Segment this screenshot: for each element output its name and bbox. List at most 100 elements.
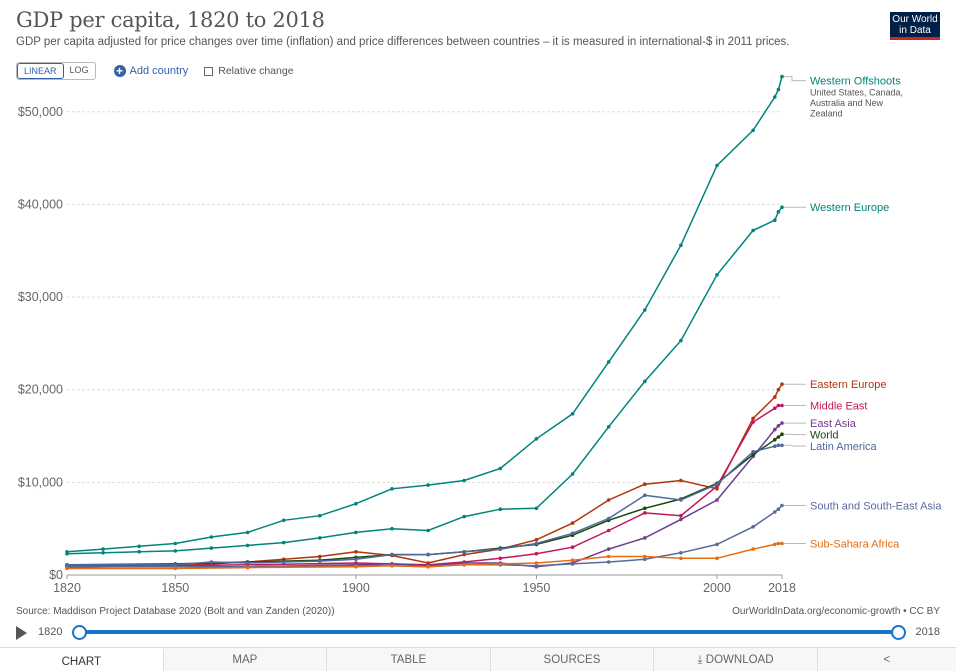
data-point [773,218,777,222]
data-point [777,88,781,92]
legend-label: Sub-Sahara Africa [810,539,900,551]
data-point [780,205,784,209]
timeline-end-handle[interactable] [891,625,906,640]
data-point [426,483,430,487]
data-point [751,417,755,421]
data-point [643,555,647,559]
data-point [780,504,784,508]
data-point [751,129,755,133]
legend-label: East Asia [810,418,857,430]
data-point [426,553,430,557]
data-point [318,514,322,518]
data-point [777,210,781,214]
data-point [462,550,466,554]
data-point [679,339,683,343]
data-point [462,515,466,519]
data-point [571,545,575,549]
data-point [679,551,683,555]
data-point [462,479,466,483]
data-point [773,510,777,514]
series-line [67,384,782,567]
data-point [643,511,647,515]
legend-label: Western Europe [810,202,889,214]
data-point [137,550,141,554]
grid-lines [67,112,782,575]
source-note[interactable]: Source: Maddison Project Database 2020 (… [16,606,335,617]
data-point [571,412,575,416]
data-point [679,479,683,483]
data-point [777,542,781,546]
data-point [426,529,430,533]
timeline-start-handle[interactable] [72,625,87,640]
data-point [643,536,647,540]
data-point [101,547,105,551]
data-point [499,547,503,551]
data-point [210,546,214,550]
data-point [780,542,784,546]
data-point [773,438,777,442]
data-point [607,498,611,502]
data-point [715,543,719,547]
data-point [535,552,539,556]
data-point [210,560,214,564]
data-point [174,542,178,546]
data-point [777,444,781,448]
data-point [751,547,755,551]
tab-download[interactable]: ⤓ DOWNLOAD [654,648,818,671]
data-point [773,428,777,432]
data-point [607,425,611,429]
data-point [773,95,777,99]
data-point [571,562,575,566]
y-tick-label: $0 [49,568,63,582]
tab-share[interactable]: < [818,648,956,671]
license-note[interactable]: OurWorldInData.org/economic-growth • CC … [732,606,940,617]
data-point [715,557,719,561]
timeline-slider[interactable] [78,630,900,634]
data-point [773,543,777,547]
data-point [571,532,575,536]
y-tick-label: $20,000 [18,383,63,397]
data-point [246,566,250,570]
data-point [499,507,503,511]
data-point [174,549,178,553]
data-point [643,507,647,511]
data-point [571,521,575,525]
data-point [643,308,647,312]
data-point [282,519,286,523]
data-point [780,432,784,436]
tab-download-label: DOWNLOAD [706,654,774,666]
data-point [571,558,575,562]
data-point [354,502,358,506]
data-point [535,561,539,565]
play-icon[interactable] [16,626,27,640]
data-point [773,395,777,399]
data-point [607,560,611,564]
series-lines [65,75,784,571]
x-tick-label: 1850 [161,581,189,595]
data-point [679,557,683,561]
data-point [643,482,647,486]
data-point [390,527,394,531]
data-point [210,535,214,539]
data-point [390,553,394,557]
y-tick-label: $50,000 [18,105,63,119]
y-axis: $0$10,000$20,000$30,000$40,000$50,000 [18,105,63,582]
tab-chart[interactable]: CHART [0,648,164,671]
data-point [101,551,105,555]
series-line [67,423,782,567]
data-point [318,559,322,563]
tab-table[interactable]: TABLE [327,648,491,671]
tab-sources[interactable]: SOURCES [491,648,655,671]
data-point [679,514,683,518]
data-point [571,472,575,476]
legend-note: Australia and New [810,98,884,108]
tab-map[interactable]: MAP [164,648,328,671]
data-point [535,437,539,441]
data-point [246,531,250,535]
data-point [780,75,784,79]
data-point [715,482,719,486]
data-point [715,164,719,168]
data-point [679,498,683,502]
